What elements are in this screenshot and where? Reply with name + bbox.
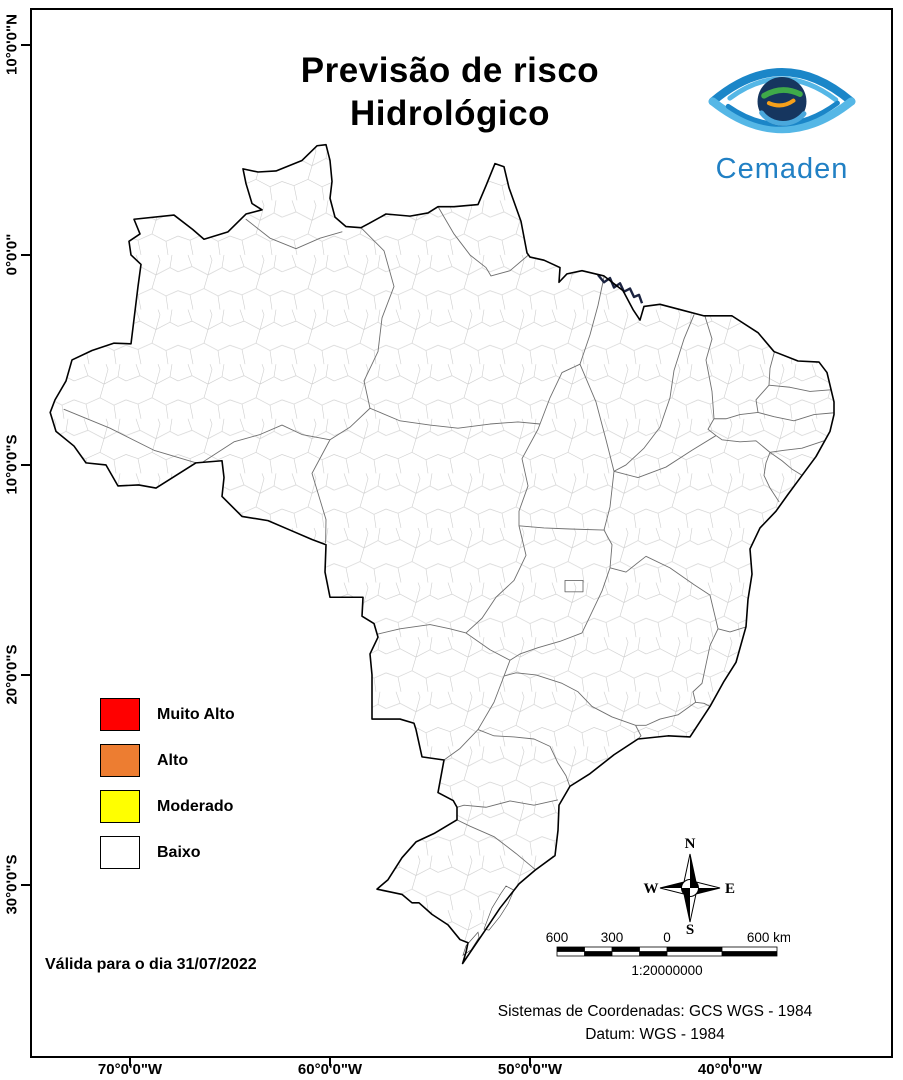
legend-swatch-baixo [100,836,140,869]
legend-swatch-moderado [100,790,140,823]
legend-row-muito-alto: Muito Alto [100,698,235,731]
legend-row-alto: Alto [100,744,235,777]
lon-label-70w: 70°0'0"W [97,1061,163,1078]
lon-tick [129,1058,131,1066]
lat-label-0: 0°0'0" [3,233,21,276]
legend-swatch-muito-alto [100,698,140,731]
scale-label-0: 0 [663,930,671,945]
coordinate-system-note: Sistemas de Coordenadas: GCS WGS - 1984 … [420,1000,890,1047]
page-title: Previsão de risco Hidrológico [150,50,750,135]
lon-tick [329,1058,331,1066]
lon-label-50w: 50°0'0"W [497,1061,563,1078]
lon-label-40w: 40°0'0"W [697,1061,763,1078]
north-coast-detail [598,275,642,303]
scale-ratio-text: 1:20000000 [631,963,702,978]
compass-s-label: S [686,922,694,936]
legend-row-moderado: Moderado [100,790,235,823]
scale-label-600-km: 600 km [747,930,790,945]
validity-date-text: Válida para o dia 31/07/2022 [45,956,257,973]
datum-line: Datum: WGS - 1984 [585,1026,725,1044]
legend-label-moderado: Moderado [157,797,234,815]
legend-label-baixo: Baixo [157,843,201,861]
coordinate-system-line: Sistemas de Coordenadas: GCS WGS - 1984 [497,1003,813,1020]
lat-tick [21,674,30,676]
compass-w-label: W [644,881,659,897]
legend-label-muito-alto: Muito Alto [157,705,235,723]
lat-label-20s: 20°0'0"S [3,644,21,705]
scale-bar: 600 300 0 600 km 1:20000000 [546,930,790,978]
lat-tick [21,464,30,466]
legend-swatch-alto [100,744,140,777]
lat-label-10n: 10°0'0"N [3,14,21,75]
cemaden-logo-text: Cemaden [715,153,849,185]
risk-legend: Muito Alto Alto Moderado Baixo [100,698,235,882]
title-line-1: Previsão de risco [300,51,600,90]
lon-label-60w: 60°0'0"W [297,1061,363,1078]
legend-row-baixo: Baixo [100,836,235,869]
lat-tick [21,44,30,46]
state-boundaries [64,207,833,870]
compass-rose-icon: N S W E [644,836,736,936]
lon-tick [729,1058,731,1066]
lat-label-30s: 30°0'0"S [3,854,21,915]
lat-tick [21,884,30,886]
scale-label-300: 300 [601,930,624,945]
lat-tick [21,254,30,256]
lat-label-10s: 10°0'0"S [3,434,21,495]
title-line-2: Hidrológico [350,93,550,133]
compass-n-label: N [685,836,696,852]
compass-e-label: E [725,881,735,897]
brazil-country-outline [50,145,834,964]
legend-label-alto: Alto [157,751,189,769]
lon-tick [529,1058,531,1066]
cemaden-eye-icon [708,68,856,134]
scale-label-600-left: 600 [546,930,569,945]
cemaden-logo: Cemaden [682,46,882,188]
brazil-map [30,8,893,1058]
